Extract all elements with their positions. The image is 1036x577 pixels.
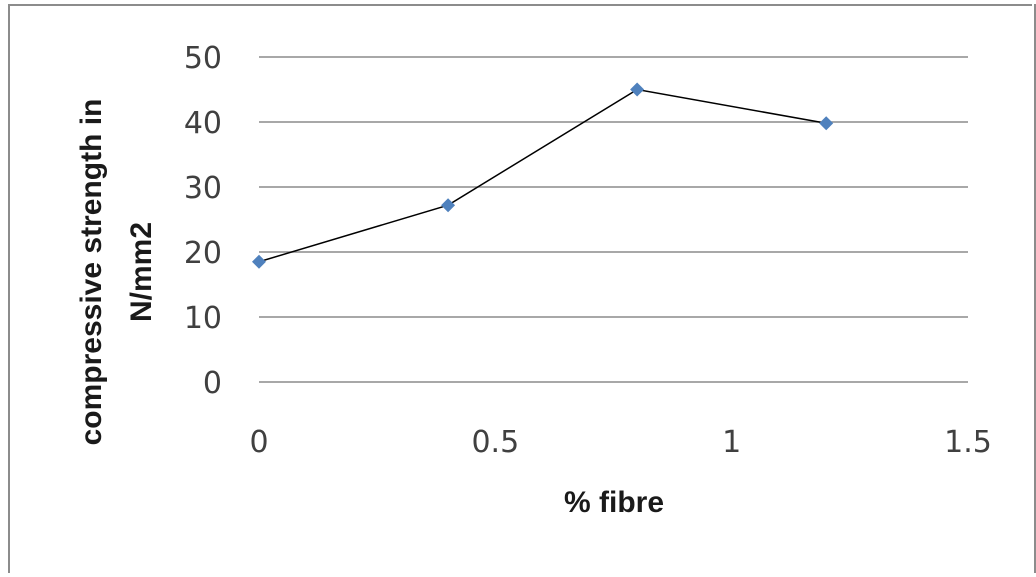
gridlines xyxy=(259,56,968,383)
y-tick-label: 50 xyxy=(184,41,222,76)
data-series xyxy=(252,82,834,269)
x-tick-label: 0.5 xyxy=(471,425,519,460)
y-tick-label: 10 xyxy=(184,301,222,336)
chart-frame xyxy=(8,4,1032,573)
y-tick-label: 20 xyxy=(184,236,222,271)
y-axis-title: compressive strength in N/mm2 xyxy=(75,99,158,446)
y-axis-title-line-2: N/mm2 xyxy=(125,222,158,322)
x-tick-label: 1.5 xyxy=(944,425,992,460)
data-point xyxy=(630,82,645,97)
x-axis-title: % fibre xyxy=(564,486,664,519)
chart-frame-right-edge xyxy=(1034,4,1036,573)
y-tick-label: 40 xyxy=(184,106,222,141)
x-tick-label: 1 xyxy=(722,425,741,460)
data-point xyxy=(819,116,834,131)
y-tick-label: 30 xyxy=(184,171,222,206)
x-tick-label: 0 xyxy=(249,425,268,460)
y-tick-label: 0 xyxy=(203,366,222,401)
series-line xyxy=(258,88,827,263)
data-point xyxy=(252,254,266,269)
data-point xyxy=(441,198,456,213)
y-axis-title-line-1: compressive strength in xyxy=(75,99,108,446)
y-tick-labels: 0 10 20 30 40 50 xyxy=(184,41,222,401)
x-tick-labels: 0 0.5 1 1.5 xyxy=(249,425,991,460)
